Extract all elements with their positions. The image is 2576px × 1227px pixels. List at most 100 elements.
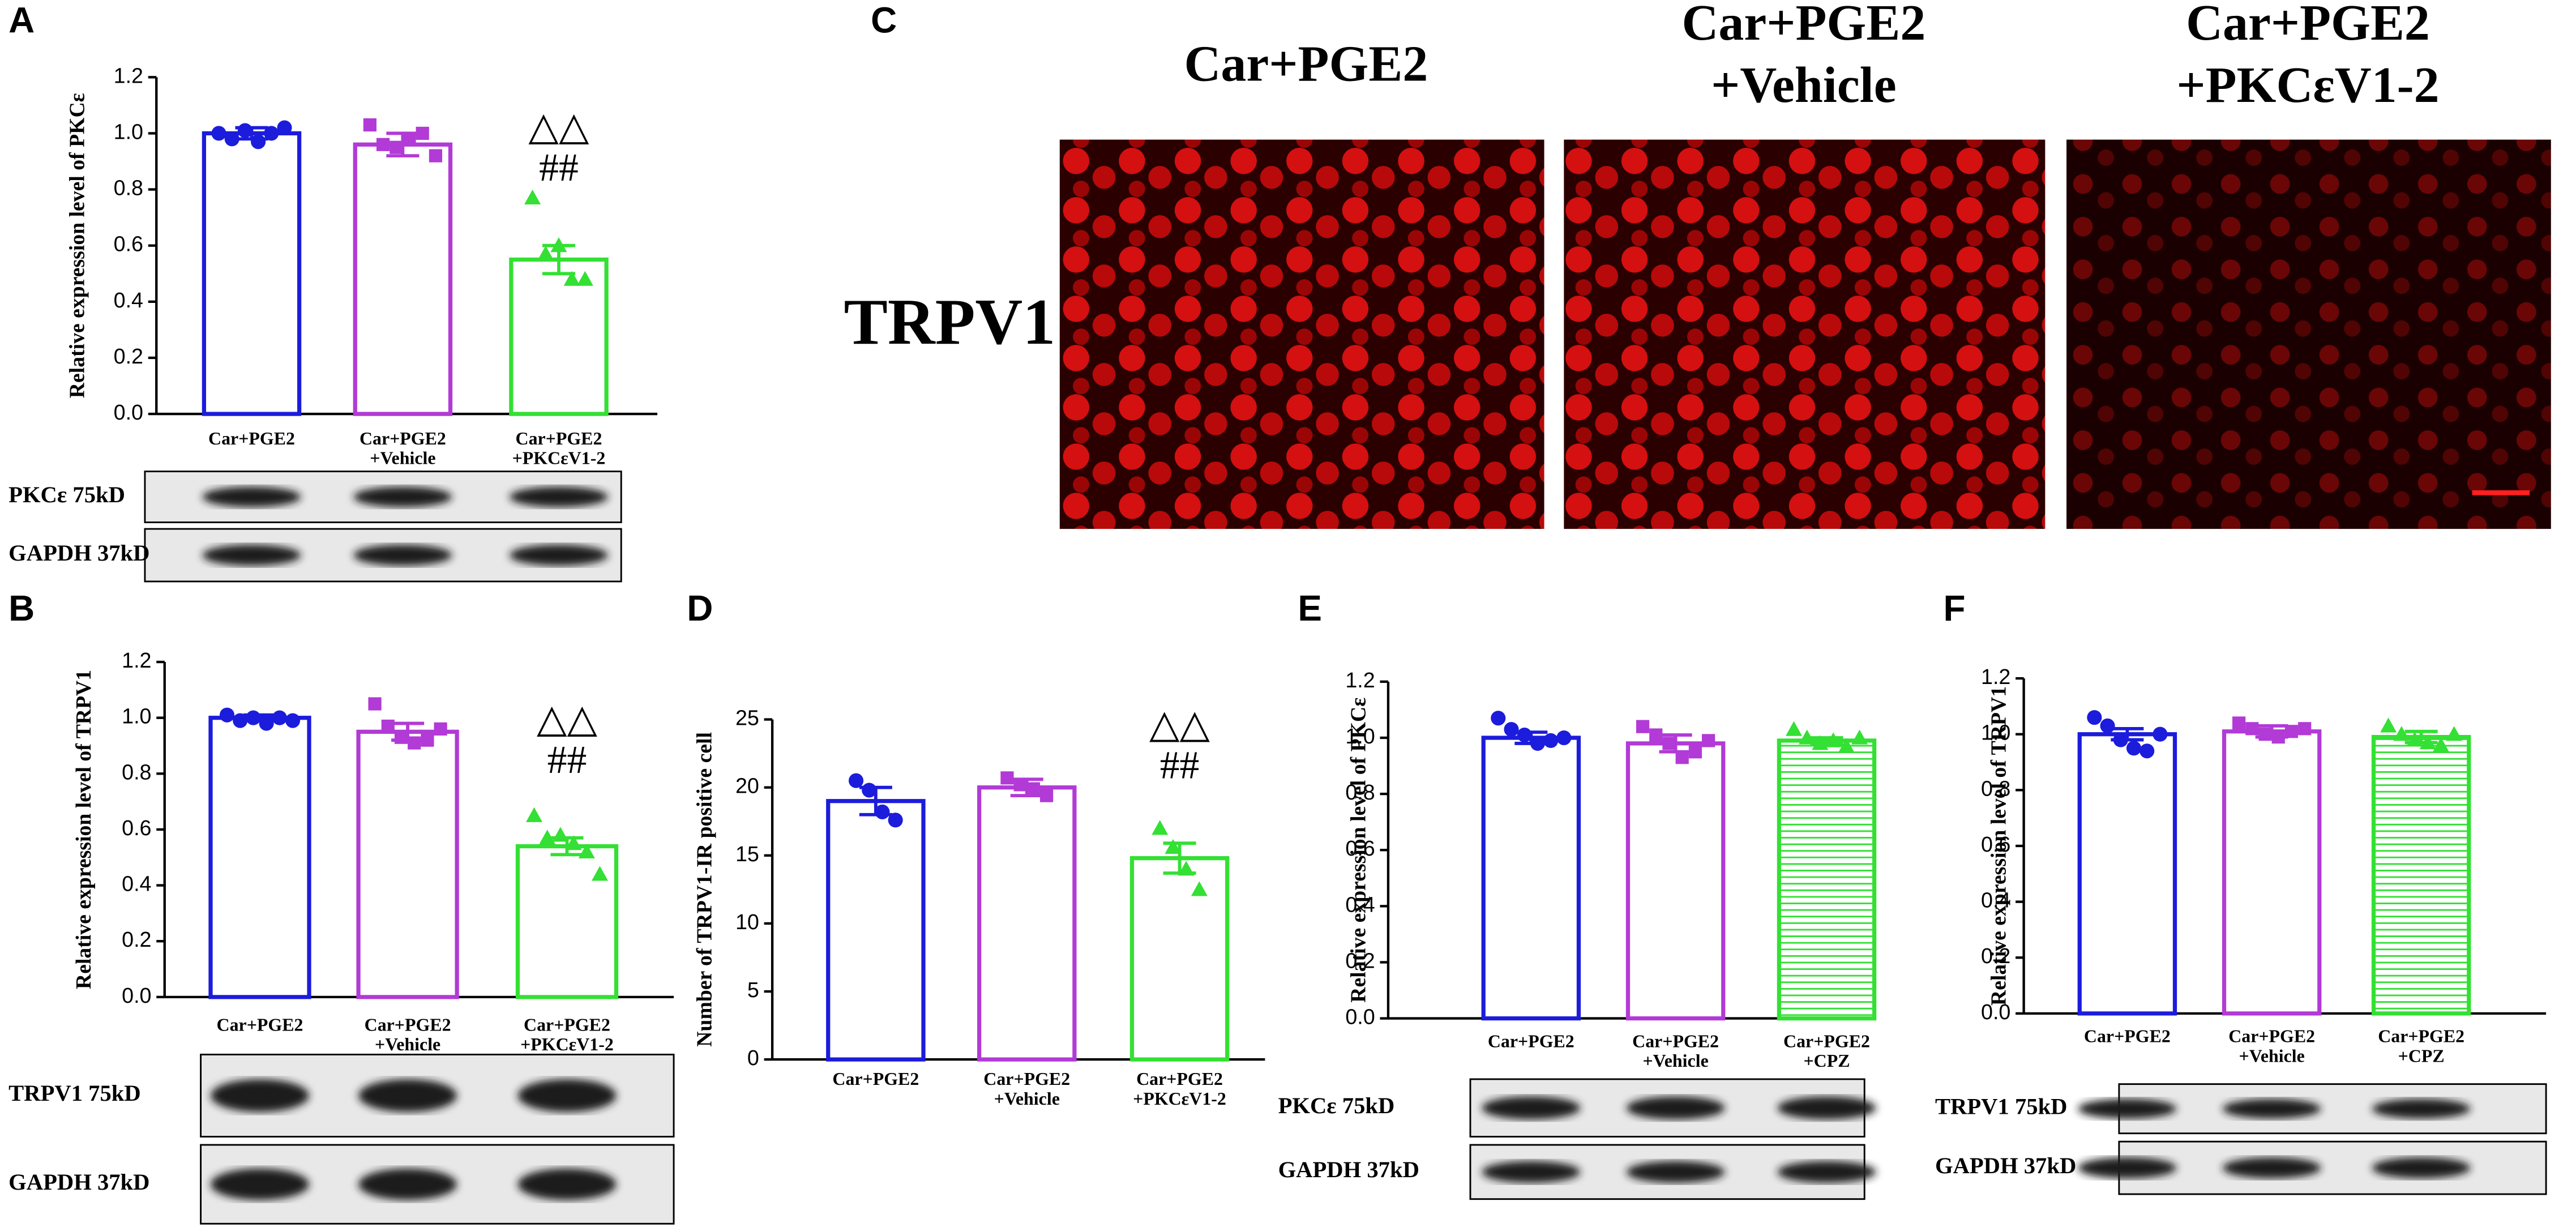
y-tick-label: 0.6	[114, 232, 143, 256]
data-point	[1675, 751, 1689, 764]
data-point	[368, 697, 382, 711]
x-tick-label: +Vehicle	[2239, 1046, 2305, 1066]
y-tick-label: 0.2	[114, 344, 143, 368]
data-point	[259, 716, 274, 731]
data-point	[875, 804, 890, 819]
y-tick-label: 20	[735, 774, 759, 798]
data-point	[848, 773, 864, 788]
y-tick-label: 5	[747, 978, 759, 1002]
blot-band	[517, 1168, 617, 1200]
y-axis-label: Relative expression level of TRPV1	[1987, 686, 2011, 1006]
annotation: △△	[528, 105, 589, 149]
data-point	[363, 118, 376, 132]
data-point	[2419, 734, 2436, 750]
data-point	[264, 126, 279, 141]
blot-band	[210, 1079, 310, 1112]
bar	[2371, 735, 2471, 1016]
data-point	[1000, 771, 1014, 785]
x-tick-label: +Vehicle	[1642, 1051, 1708, 1071]
y-tick-label: 1.2	[1345, 668, 1375, 692]
data-point	[1812, 735, 1829, 750]
y-tick-label: 0.8	[1345, 780, 1375, 804]
data-point	[237, 123, 253, 138]
panel-label: A	[8, 0, 35, 40]
bar	[826, 799, 926, 1062]
x-tick-label: Car+PGE2	[524, 1015, 610, 1034]
data-point	[1191, 881, 1208, 896]
blot-band	[202, 544, 301, 566]
bar	[2077, 732, 2177, 1016]
x-tick-label: +CPZ	[1804, 1051, 1850, 1071]
data-point	[576, 271, 593, 286]
x-tick-label: Car+PGE2	[217, 1015, 303, 1034]
blot-band	[2078, 1098, 2177, 1119]
data-point	[1825, 732, 1842, 747]
data-point	[1013, 778, 1027, 792]
bar	[977, 785, 1077, 1062]
y-tick-label: 0.0	[114, 400, 143, 424]
data-point	[1799, 729, 1816, 745]
y-tick-label: 0.6	[122, 816, 151, 840]
blot-band	[2372, 1157, 2471, 1179]
data-point	[421, 733, 434, 747]
bar	[1129, 856, 1230, 1062]
x-tick-label: +Vehicle	[370, 448, 435, 468]
x-tick-label: Car+PGE2	[208, 429, 295, 448]
data-point	[1178, 861, 1195, 876]
blot-band	[1626, 1161, 1725, 1183]
data-point	[2432, 737, 2449, 753]
data-point	[2446, 726, 2463, 741]
data-point	[1688, 745, 1702, 759]
data-point	[394, 730, 408, 744]
data-point	[390, 140, 403, 154]
y-tick-label: 0.4	[122, 872, 151, 896]
data-point	[1530, 736, 1545, 751]
x-tick-label: Car+PGE2	[983, 1069, 1070, 1089]
y-tick-label: 1.2	[122, 648, 151, 672]
blot-frame	[2118, 1083, 2547, 1135]
blot-band	[1626, 1096, 1725, 1119]
row-label: TRPV1	[844, 286, 1055, 358]
blot-band	[358, 1079, 457, 1112]
panel-label: C	[871, 0, 897, 40]
data-point	[2232, 716, 2246, 730]
data-point	[2087, 710, 2102, 725]
data-point	[1851, 729, 1868, 745]
data-point	[2271, 730, 2285, 744]
x-tick-label: Car+PGE2	[1488, 1031, 1574, 1051]
x-tick-label: +PKCεV1-2	[520, 1034, 614, 1054]
data-point	[403, 132, 416, 146]
blot-band	[509, 544, 609, 566]
data-point	[224, 131, 239, 147]
blot-band	[210, 1168, 310, 1200]
bar	[356, 729, 459, 999]
data-point	[2284, 725, 2299, 738]
data-point	[592, 866, 609, 881]
y-tick-label: 1.0	[114, 119, 143, 143]
y-tick-label: 10	[735, 910, 759, 934]
data-point	[1165, 839, 1182, 854]
data-point	[525, 807, 542, 822]
x-tick-label: Car+PGE2	[365, 1015, 451, 1034]
data-point	[1543, 733, 1559, 749]
bar	[353, 142, 453, 416]
bar	[1625, 741, 1726, 1021]
data-point	[1785, 721, 1802, 736]
data-point	[1838, 738, 1855, 753]
blot-band	[358, 1168, 457, 1200]
data-point	[2406, 732, 2423, 747]
blot-band	[1777, 1096, 1876, 1119]
blot-band	[353, 544, 452, 566]
x-tick-label: Car+PGE2	[2378, 1027, 2464, 1046]
data-point	[2100, 718, 2115, 733]
y-tick-label: 0.4	[1981, 888, 2010, 912]
x-tick-label: +PKCεV1-2	[512, 448, 606, 468]
bar	[2222, 729, 2322, 1016]
data-point	[2258, 728, 2272, 741]
data-point	[277, 120, 292, 135]
blot-band	[353, 486, 452, 507]
y-tick-label: 0.0	[1981, 1000, 2010, 1024]
data-point	[1702, 734, 1715, 747]
data-point	[434, 722, 447, 736]
y-tick-label: 0.8	[114, 176, 143, 200]
